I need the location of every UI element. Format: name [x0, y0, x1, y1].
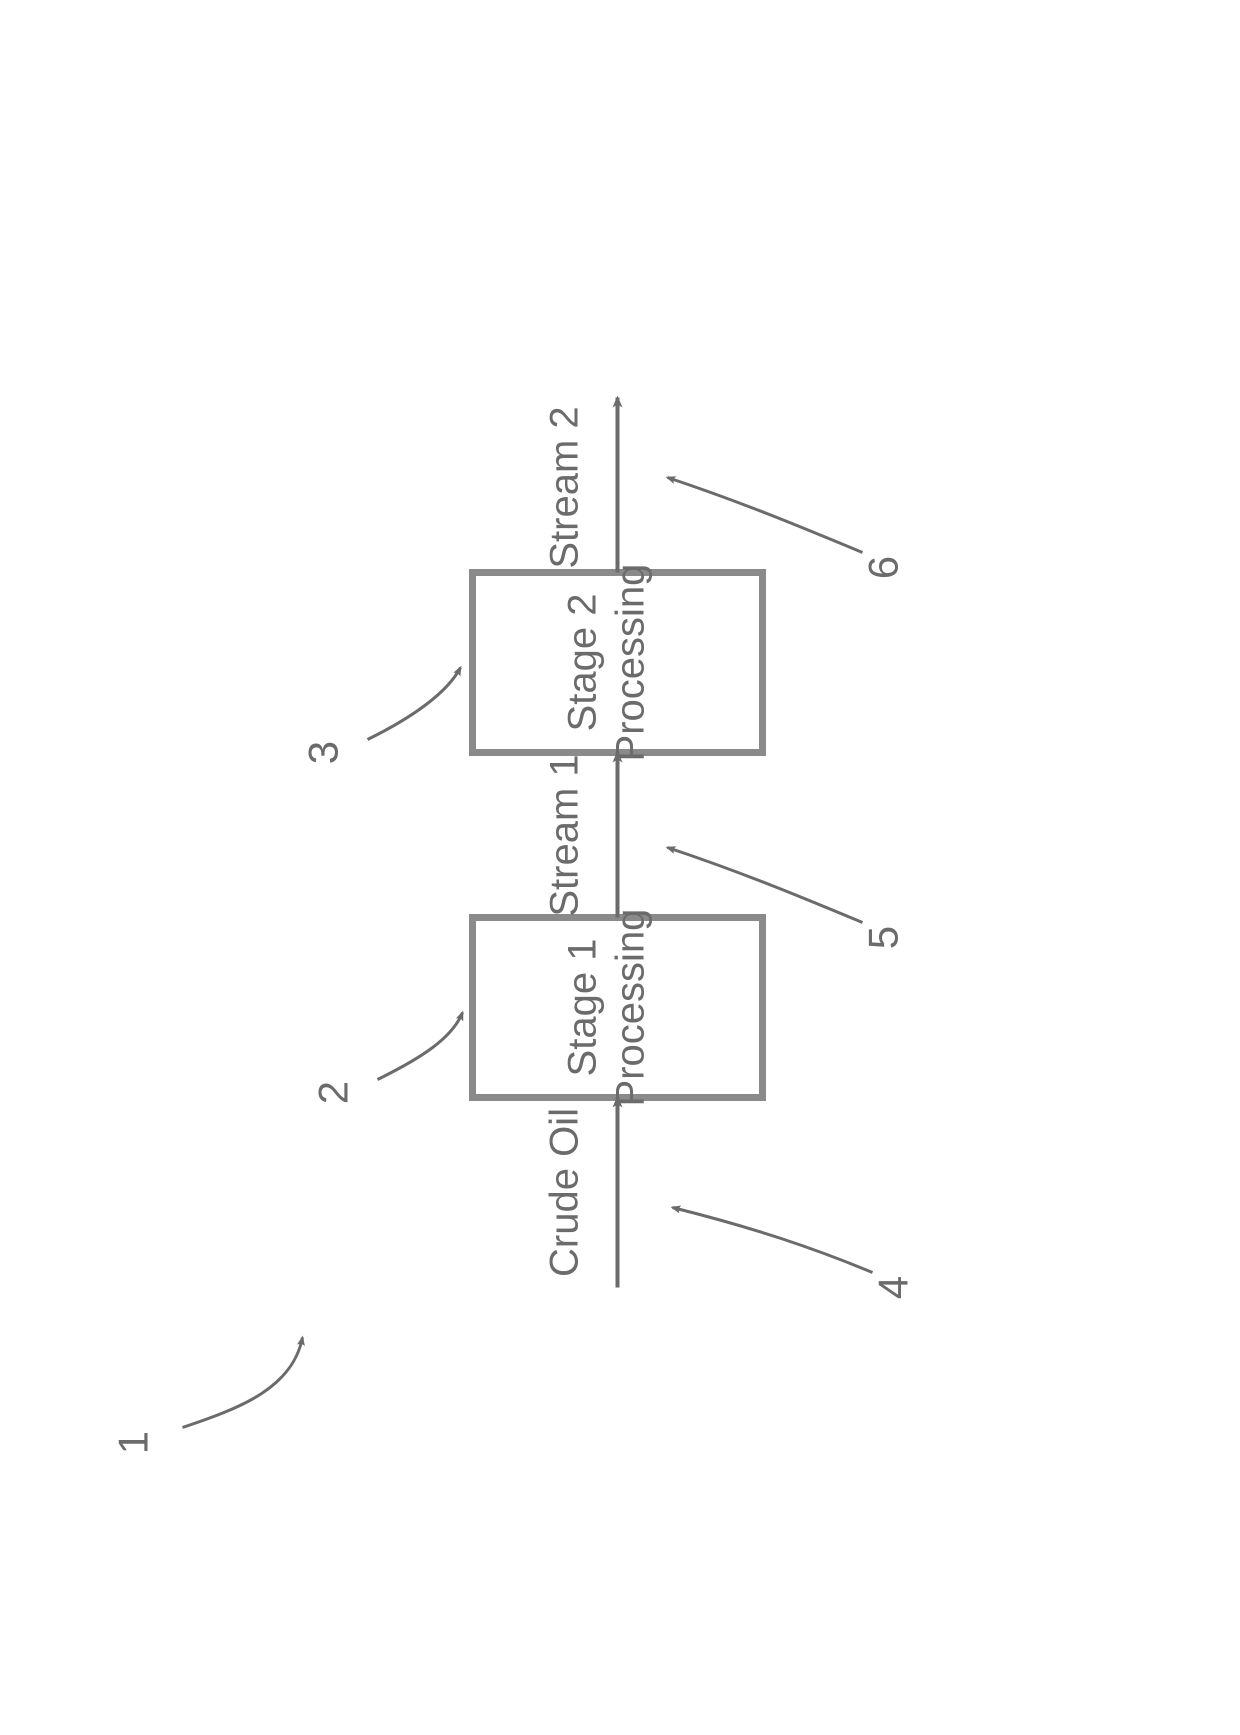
- stage-2-processing-box-label-line2: Processing: [609, 564, 653, 762]
- ref-number-5: 5: [860, 926, 907, 949]
- ref-number-4: 4: [870, 1276, 917, 1299]
- callout-ref3: 3: [300, 668, 461, 765]
- stream-2-arrow: Stream 2: [543, 398, 618, 573]
- ref-number-3: 3: [300, 741, 347, 764]
- stream-1-arrow-label: Stream 1: [543, 754, 587, 916]
- callout-ref1: 1: [110, 1338, 303, 1455]
- callout-ref6: 6: [668, 478, 907, 580]
- callout-ref2: 2: [310, 1013, 463, 1105]
- stream-2-arrow-label: Stream 2: [543, 406, 587, 568]
- crude-oil-arrow: Crude Oil: [543, 1098, 618, 1288]
- process-flow-diagram: Stage 1ProcessingStage 2ProcessingCrude …: [0, 0, 1240, 1735]
- callout-ref4: 4: [673, 1208, 917, 1300]
- ref-number-2: 2: [310, 1081, 357, 1104]
- ref-number-6: 6: [860, 556, 907, 579]
- stream-1-arrow: Stream 1: [543, 753, 618, 918]
- stage-2-processing-box: Stage 2Processing: [473, 564, 763, 762]
- rotated-content-group: Stage 1ProcessingStage 2ProcessingCrude …: [110, 398, 1240, 1455]
- stage-1-processing-box: Stage 1Processing: [473, 909, 763, 1107]
- stage-2-processing-box-label-line1: Stage 2: [561, 594, 605, 732]
- stage-1-processing-box-label-line1: Stage 1: [561, 939, 605, 1077]
- stage-1-processing-box-label-line2: Processing: [609, 909, 653, 1107]
- ref-number-1: 1: [110, 1431, 157, 1454]
- crude-oil-arrow-label: Crude Oil: [543, 1108, 587, 1277]
